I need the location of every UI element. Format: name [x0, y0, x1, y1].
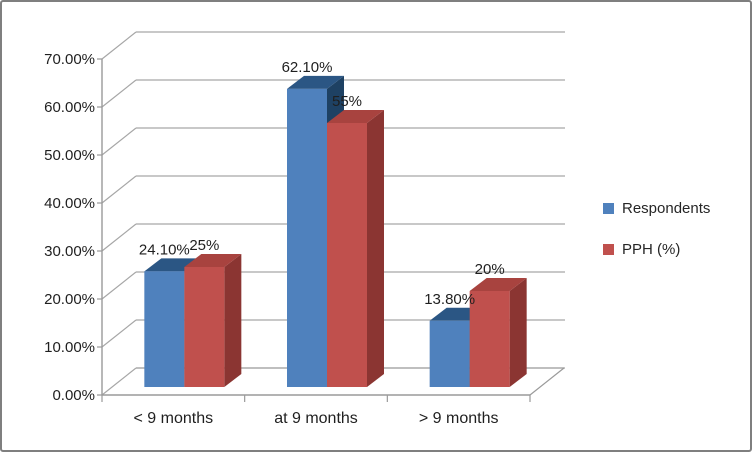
- legend-swatch-respondents: [603, 202, 614, 214]
- gridline-slant: [101, 175, 137, 204]
- data-label-Respondents: 24.10%: [139, 241, 190, 258]
- legend-label-pph: PPH (%): [622, 240, 681, 258]
- gridline-slant: [101, 223, 137, 252]
- y-tick-label: 30.00%: [44, 243, 95, 260]
- category-label: < 9 months: [134, 410, 214, 427]
- bar-PPH (%)-2: [469, 291, 510, 387]
- gridline-slant: [101, 319, 137, 348]
- legend-label-respondents: Respondents: [622, 199, 711, 217]
- y-tick-label: 0.00%: [52, 387, 95, 404]
- data-label-PPH (%): 25%: [189, 237, 219, 254]
- gridline-slant: [101, 31, 137, 60]
- y-tick-label: 40.00%: [44, 195, 95, 212]
- bar-top-Respondents: [287, 75, 344, 89]
- bar-PPH (%)-0: [184, 267, 225, 387]
- bar-Respondents-0: [144, 271, 185, 387]
- category-label: at 9 months: [274, 410, 358, 427]
- y-tick-label: 60.00%: [44, 99, 95, 116]
- bar-Respondents-1: [287, 88, 327, 388]
- data-label-Respondents: 62.10%: [282, 59, 333, 76]
- bar-Respondents-2: [429, 320, 470, 387]
- gridline-slant: [101, 271, 137, 300]
- legend-item-pph: PPH (%): [603, 240, 710, 258]
- bar-side-PPH (%): [509, 278, 527, 387]
- y-tick-label: 50.00%: [44, 147, 95, 164]
- legend-item-respondents: Respondents: [603, 199, 710, 217]
- bar-side-PPH (%): [224, 254, 242, 387]
- gridline-slant: [101, 127, 137, 156]
- floor-right-slant: [529, 367, 565, 396]
- bar-top-PPH (%): [184, 254, 242, 267]
- gridline-slant: [101, 367, 137, 396]
- data-label-PPH (%): 55%: [332, 93, 362, 110]
- bar-top-PPH (%): [327, 110, 384, 123]
- bar-PPH (%)-1: [327, 123, 367, 387]
- y-tick-label: 70.00%: [44, 51, 95, 68]
- legend: Respondents PPH (%): [603, 199, 710, 281]
- data-label-PPH (%): 20%: [475, 261, 505, 278]
- bar-top-PPH (%): [469, 278, 527, 291]
- y-tick-label: 10.00%: [44, 339, 95, 356]
- bar-side-PPH (%): [367, 110, 384, 387]
- legend-swatch-pph: [603, 243, 614, 255]
- gridline-slant: [101, 79, 137, 108]
- category-label: > 9 months: [419, 410, 499, 427]
- data-label-Respondents: 13.80%: [424, 291, 475, 308]
- y-tick-label: 20.00%: [44, 291, 95, 308]
